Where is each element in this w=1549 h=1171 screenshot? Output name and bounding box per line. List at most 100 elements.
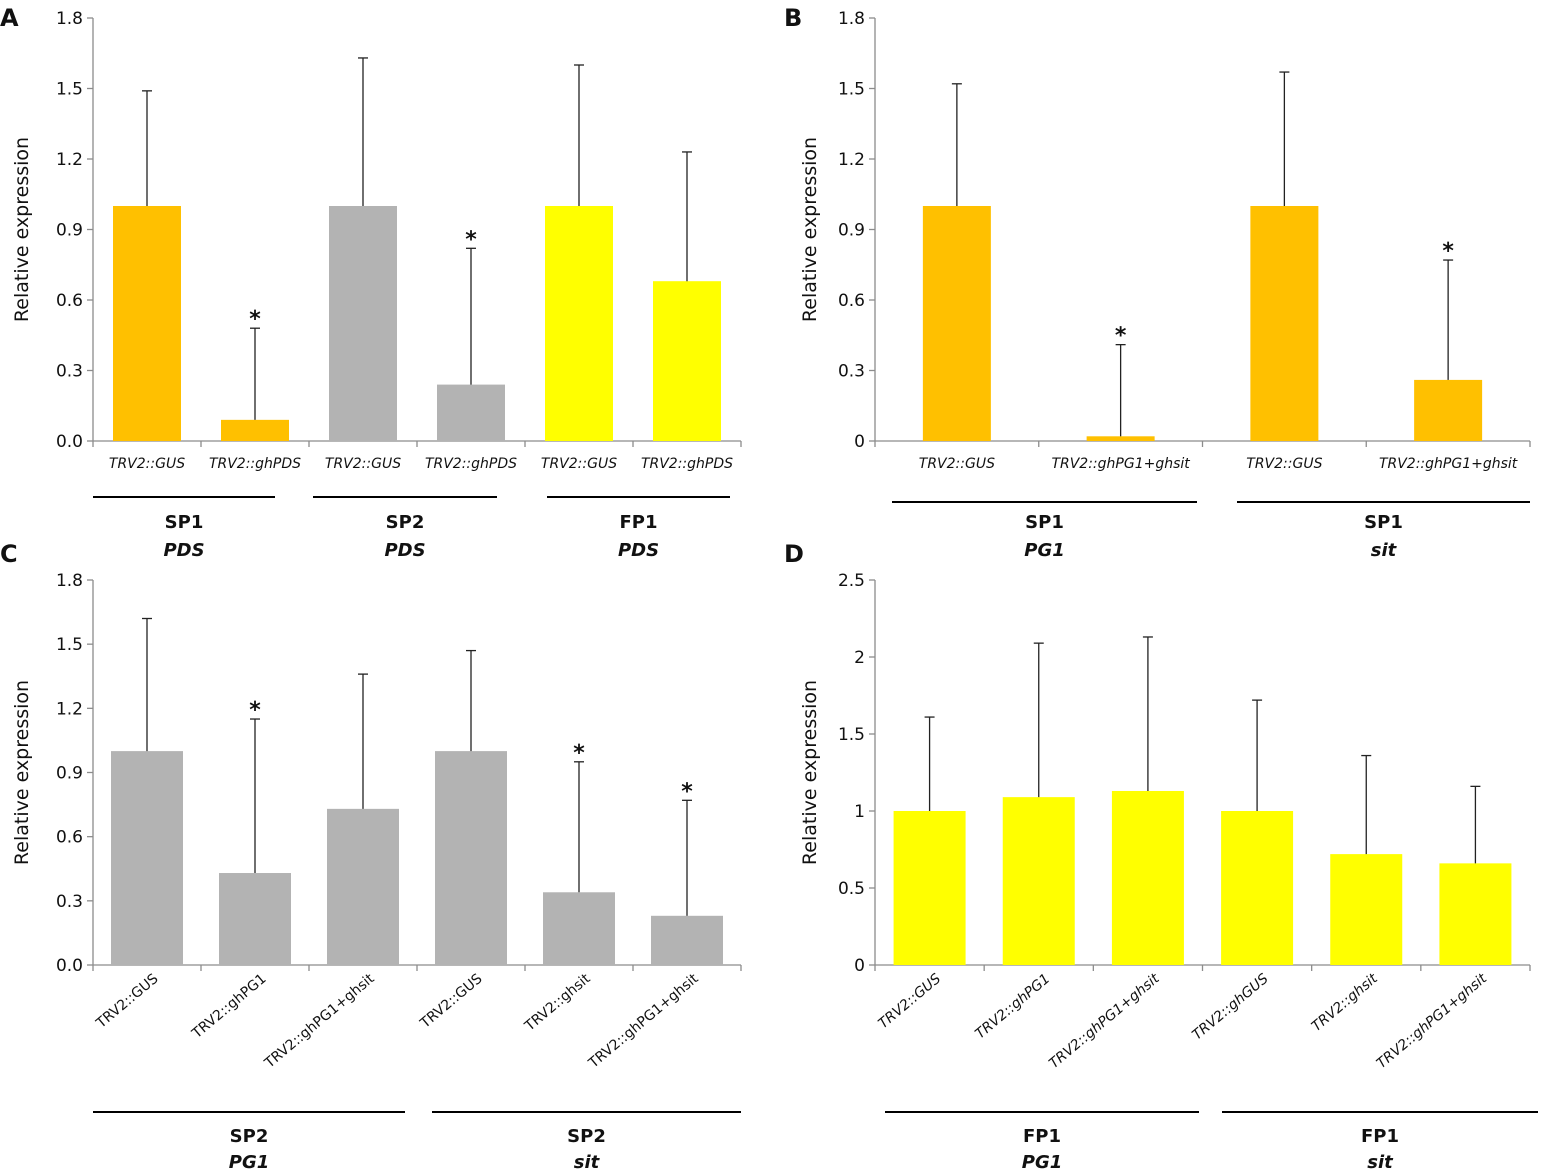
y-tick-label: 0 (854, 956, 865, 976)
panel-a: A 0.0 0.3 0.6 0.9 1.2 1.5 1.8 Relative expressio… (0, 4, 742, 561)
group-gene-label: PG1 (1022, 1152, 1063, 1171)
group-label: SP2 (386, 512, 425, 533)
x-category-label: TRV2::ghPG1+ghsit (1374, 970, 1491, 1071)
y-axis-label-b: Relative expression (799, 137, 821, 322)
y-tick-label: 0.3 (56, 362, 83, 382)
y-tick-label: 2 (854, 648, 865, 668)
bar (1330, 854, 1403, 965)
bar (1086, 436, 1155, 441)
group-label: SP1 (1364, 512, 1403, 533)
bar (113, 206, 181, 441)
x-category-label: TRV2::ghPG1+ghsit (261, 970, 378, 1072)
significance-star: * (1442, 239, 1454, 264)
y-tick-label: 0.5 (838, 879, 865, 899)
significance-star: * (681, 779, 693, 804)
group-gene-label: PG1 (1024, 540, 1065, 561)
y-axis-label-a: Relative expression (11, 137, 33, 322)
x-category-label: TRV2::ghPG1+ghsit (585, 970, 702, 1072)
y-tick-label: 1.5 (838, 80, 865, 100)
x-category-label: TRV2::GUS (1246, 456, 1322, 472)
panel-c: C 0.0 0.3 0.6 0.9 1.2 1.5 1.8 Relative expressio… (0, 540, 742, 1171)
x-category-label: TRV2::GUS (919, 456, 995, 472)
group-gene-label: sit (574, 1152, 601, 1171)
bar (893, 811, 966, 965)
panel-letter-b: B (784, 4, 802, 32)
bar (1414, 379, 1483, 441)
y-tick-label: 0.0 (56, 432, 83, 452)
y-tick-label: 1.8 (56, 9, 83, 29)
group-label: FP1 (1023, 1126, 1061, 1147)
bar (651, 915, 723, 965)
y-tick-label: 1.8 (56, 571, 83, 591)
bar (1111, 790, 1184, 965)
group-label: SP2 (567, 1126, 606, 1147)
y-tick-label: 1 (854, 802, 865, 822)
bar (1250, 206, 1319, 441)
group-label: FP1 (619, 512, 657, 533)
group-gene-label: sit (1371, 540, 1398, 561)
group-gene-label: PDS (618, 540, 659, 561)
bar (437, 384, 505, 441)
bar (543, 892, 615, 965)
significance-star: * (249, 698, 261, 723)
significance-star: * (573, 741, 585, 766)
group-gene-label: PG1 (229, 1152, 270, 1171)
group-gene-label: PDS (163, 540, 204, 561)
y-axis-label-d: Relative expression (799, 680, 821, 865)
y-tick-label: 0.9 (838, 221, 865, 241)
y-tick-label: 0.6 (838, 291, 865, 311)
x-category-label: TRV2::ghPDS (425, 456, 517, 472)
x-category-label: TRV2::GUS (325, 456, 401, 472)
y-tick-label: 0.6 (56, 828, 83, 848)
group-label: FP1 (1361, 1126, 1399, 1147)
y-tick-label: 1.5 (56, 635, 83, 655)
x-category-label: TRV2::ghPG1+ghsit (1046, 970, 1163, 1071)
significance-star: * (465, 227, 477, 252)
x-category-label: TRV2::ghsit (521, 970, 594, 1035)
y-tick-label: 0 (854, 432, 865, 452)
x-category-label: TRV2::ghPG1 (972, 971, 1053, 1042)
x-category-label: TRV2::ghPDS (641, 456, 733, 472)
group-label: SP1 (1025, 512, 1064, 533)
panel-letter-d: D (784, 540, 804, 568)
bar (111, 751, 183, 965)
y-tick-label: 0.0 (56, 956, 83, 976)
x-category-label: TRV2::ghsit (1309, 970, 1381, 1034)
y-tick-label: 1.2 (838, 150, 865, 170)
bar (545, 206, 613, 441)
x-category-label: TRV2::GUS (417, 971, 486, 1032)
bar (1439, 863, 1512, 965)
x-category-label: TRV2::GUS (109, 456, 185, 472)
bar (435, 751, 507, 965)
bar (1002, 797, 1075, 965)
panel-letter-a: A (0, 4, 19, 32)
y-tick-label: 1.8 (838, 9, 865, 29)
x-category-label: TRV2::ghPG1 (189, 971, 270, 1043)
bar (329, 206, 397, 441)
x-category-label: TRV2::ghGUS (1189, 971, 1271, 1044)
significance-star: * (249, 307, 261, 332)
group-label: SP2 (230, 1126, 269, 1147)
y-tick-label: 1.5 (838, 725, 865, 745)
y-tick-label: 0.3 (838, 362, 865, 382)
y-tick-label: 2.5 (838, 571, 865, 591)
bar (1221, 811, 1294, 965)
bar (653, 281, 721, 441)
y-tick-label: 0.3 (56, 892, 83, 912)
x-category-label: TRV2::GUS (93, 971, 162, 1032)
y-tick-label: 0.9 (56, 221, 83, 241)
y-tick-label: 1.5 (56, 80, 83, 100)
group-label: SP1 (165, 512, 204, 533)
y-tick-label: 1.2 (56, 150, 83, 170)
group-gene-label: sit (1367, 1152, 1394, 1171)
y-tick-label: 0.9 (56, 764, 83, 784)
x-category-label: TRV2::GUS (876, 971, 945, 1032)
bar (219, 873, 291, 965)
bar (922, 206, 991, 441)
bar (221, 419, 289, 441)
x-category-label: TRV2::ghPG1+ghsit (1051, 456, 1190, 472)
x-category-label: TRV2::ghPDS (209, 456, 301, 472)
y-tick-label: 1.2 (56, 699, 83, 719)
